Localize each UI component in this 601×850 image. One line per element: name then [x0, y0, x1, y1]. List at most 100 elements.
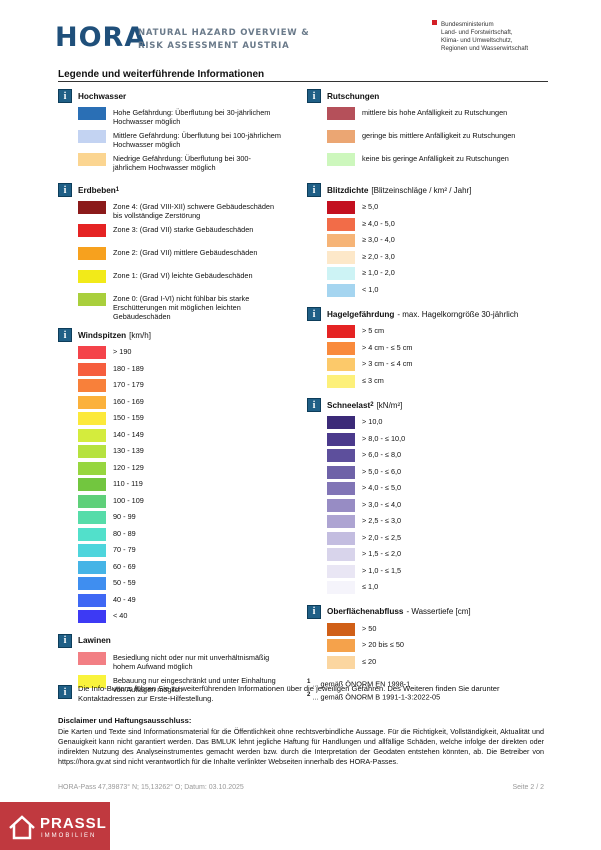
legend-item: ≤ 20	[327, 655, 545, 673]
legend-item: > 1,0 - ≤ 1,5	[327, 564, 545, 582]
footer-left: HORA-Pass 47,39873° N; 15,13262° O; Datu…	[58, 784, 244, 791]
swatch	[78, 527, 106, 541]
legend-section: i Rutschungen mittlere bis hohe Anfälligke…	[307, 88, 545, 176]
section-title: Blitzdichte	[327, 185, 369, 195]
info-button[interactable]: i	[307, 89, 321, 103]
legend-item: Zone 1: (Grad VI) leichte Gebäudeschäden	[78, 270, 296, 293]
legend-item: mittlere bis hohe Anfälligkeit zu Rutsch…	[327, 107, 545, 130]
swatch	[78, 478, 106, 491]
swatch	[78, 494, 106, 508]
legend-label: Zone 2: (Grad VII) mittlere Gebäudeschäd…	[113, 248, 258, 257]
legend-item: 80 - 89	[78, 527, 296, 545]
legend-item: > 5,0 - ≤ 6,0	[327, 465, 545, 483]
swatch	[327, 153, 355, 166]
legend-item: ≥ 2,0 - 3,0	[327, 250, 545, 268]
swatch	[78, 610, 106, 623]
ministry: Bundesministerium Land- und Forstwirtscha…	[441, 21, 528, 53]
section-title: Hochwasser	[78, 91, 127, 101]
legend-item: > 10,0	[327, 416, 545, 433]
footnote-number: 1	[307, 678, 311, 685]
info-button[interactable]: i	[58, 633, 72, 648]
legend-label: 180 - 189	[113, 363, 144, 373]
section-header: i Blitzdichte [Blitzeinschläge / km² / Jah…	[307, 182, 545, 198]
legend-item: 70 - 79	[78, 544, 296, 561]
swatch	[78, 560, 106, 574]
disclaimer-title: Disclaimer und Haftungsausschluss:	[58, 716, 192, 725]
legend-item: Hohe Gefährdung: Überflutung bei 30-jähr…	[78, 107, 296, 130]
legend-label: > 4,0 - ≤ 5,0	[362, 483, 402, 492]
legend-label: Zone 4: (Grad VIII-XII) schwere Gebäudes…	[113, 202, 275, 220]
legend-item: > 4 cm - ≤ 5 cm	[327, 341, 545, 359]
legend-label: > 6,0 - ≤ 8,0	[362, 450, 402, 459]
swatch	[327, 639, 355, 652]
disclaimer-text: Die Karten und Texte sind Informationsma…	[58, 727, 544, 766]
legend-label: < 40	[113, 611, 128, 620]
info-button[interactable]: i	[307, 398, 321, 412]
info-button[interactable]: i	[307, 604, 321, 619]
legend-item: ≥ 5,0	[327, 201, 545, 218]
swatch	[78, 153, 106, 166]
legend-item: 160 - 169	[78, 395, 296, 413]
legend-item: > 5 cm	[327, 325, 545, 342]
section-header: i Hochwasser	[58, 88, 296, 104]
legend-item: Bebauung nur eingeschränkt und unter Ein…	[78, 674, 296, 698]
section-title: Rutschungen	[327, 91, 380, 101]
swatch	[327, 531, 355, 545]
legend-item: > 1,5 - ≤ 2,0	[327, 548, 545, 565]
section-title: Schneelast	[327, 400, 371, 410]
swatch	[78, 593, 106, 607]
swatch	[327, 267, 355, 280]
swatch	[78, 379, 106, 392]
section-header: i Rutschungen	[307, 88, 545, 104]
swatch	[78, 651, 106, 665]
legend-item: ≥ 4,0 - 5,0	[327, 217, 545, 235]
legend-item: 40 - 49	[78, 593, 296, 611]
legend-label: ≥ 2,0 - 3,0	[362, 251, 395, 261]
legend-label: Besiedlung nicht oder nur mit unverhältn…	[113, 652, 270, 671]
info-note: i Die Info-Buttons führen Sie zu weiterfü…	[58, 684, 548, 704]
swatch	[327, 564, 355, 578]
swatch	[327, 107, 355, 120]
legend-label: 120 - 129	[113, 462, 144, 472]
footnote: 1 ... gemäß ÖNORM EN 1998-1	[307, 678, 545, 688]
legend-label: Zone 3: (Grad VII) starke Gebäudeschäden	[113, 225, 254, 234]
footnote-number: 2	[307, 691, 311, 699]
swatch	[78, 346, 106, 359]
legend-label: ≤ 20	[362, 656, 377, 666]
brand-sub: IMMOBILIEN	[41, 833, 97, 839]
legend-label: ≤ 1,0	[362, 582, 379, 591]
legend-label: > 4 cm - ≤ 5 cm	[362, 342, 413, 352]
section-header: i Lawinen	[58, 633, 296, 649]
subtitle-line: RISK ASSESSMENT AUSTRIA	[138, 41, 290, 51]
footnote-text: ... gemäß ÖNORM EN 1998-1	[312, 679, 411, 689]
legend-label: ≥ 1,0 - 2,0	[362, 268, 395, 277]
info-button[interactable]: i	[307, 307, 321, 321]
legend-item: Zone 0: (Grad I-VI) nicht fühlbar bis st…	[78, 293, 296, 321]
legend-label: > 50	[362, 623, 377, 633]
legend-label: > 20 bis ≤ 50	[362, 640, 404, 649]
swatch	[78, 544, 106, 557]
legend-item: 180 - 189	[78, 362, 296, 380]
legend-label: > 1,5 - ≤ 2,0	[362, 549, 402, 558]
ministry-line: Land- und Forstwirtschaft,	[441, 29, 513, 36]
legend-item: 120 - 129	[78, 461, 296, 479]
section-unit: - Wassertiefe [cm]	[406, 607, 471, 616]
section-header: i Oberflächenabfluss - Wassertiefe [cm]	[307, 604, 545, 620]
section-title: Windspitzen	[78, 330, 127, 340]
info-button[interactable]: i	[58, 328, 72, 342]
section-header: i Hagelgefährdung - max. Hagelkorngröße 30…	[307, 306, 545, 322]
legend-label: ≤ 3 cm	[362, 375, 384, 385]
legend-section: i Lawinen Besiedlung nicht oder nur mit un…	[58, 633, 296, 698]
legend-label: 170 - 179	[113, 380, 144, 389]
footnote: 2 ... gemäß ÖNORM B 1991-1-3:2022-05	[307, 691, 545, 701]
info-button[interactable]: i	[307, 183, 321, 197]
swatch	[327, 416, 355, 429]
info-button[interactable]: i	[58, 183, 72, 197]
swatch	[327, 234, 355, 247]
legend-label: 100 - 109	[113, 495, 144, 505]
legend-section: i Hochwasser Hohe Gefährdung: Überflutung …	[58, 88, 296, 176]
info-button[interactable]: i	[58, 89, 72, 103]
swatch	[327, 358, 355, 371]
legend-label: > 3 cm - ≤ 4 cm	[362, 359, 413, 368]
swatch	[78, 270, 106, 283]
